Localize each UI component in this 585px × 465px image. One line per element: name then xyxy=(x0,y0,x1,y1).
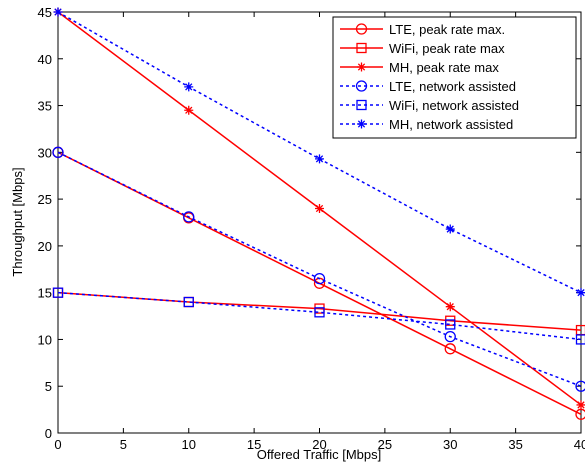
y-tick-label: 30 xyxy=(38,145,52,160)
x-tick-label: 30 xyxy=(443,437,457,452)
data-point xyxy=(315,203,324,213)
axis-ticks: 0 5 10 15 20 25 30 35 40 0 5 10 15 20 25 30 35 40 45 xyxy=(38,5,585,452)
y-tick-label: 15 xyxy=(38,286,52,301)
x-tick-label: 5 xyxy=(120,437,127,452)
legend-label: LTE, peak rate max. xyxy=(389,22,505,37)
x-tick-label: 35 xyxy=(508,437,522,452)
y-tick-label: 20 xyxy=(38,239,52,254)
data-point xyxy=(444,330,456,343)
data-point xyxy=(315,154,324,164)
y-tick-label: 45 xyxy=(38,5,52,20)
data-point xyxy=(313,272,326,285)
legend-entry: LTE, network assisted xyxy=(340,79,516,94)
data-point xyxy=(445,319,456,330)
legend-label: MH, network assisted xyxy=(389,117,513,132)
legend: LTE, peak rate max. WiFi, peak rate max MH… xyxy=(332,16,577,139)
series-5 xyxy=(52,287,585,345)
x-tick-label: 10 xyxy=(182,437,196,452)
y-tick-label: 10 xyxy=(38,332,52,347)
y-axis-label: Throughput [Mbps] xyxy=(10,167,25,276)
y-tick-label: 25 xyxy=(38,192,52,207)
x-axis-label: Offered Traffic [Mbps] xyxy=(257,447,382,462)
legend-entry: WiFi, network assisted xyxy=(340,98,519,113)
data-point xyxy=(444,343,456,355)
legend-marker xyxy=(357,119,366,129)
data-point xyxy=(53,7,63,17)
y-tick-label: 0 xyxy=(45,426,52,441)
data-point xyxy=(184,82,194,92)
data-point xyxy=(52,146,64,158)
legend-box xyxy=(332,16,577,139)
legend-entry: WiFi, peak rate max xyxy=(340,41,505,56)
legend-marker xyxy=(356,42,367,54)
legend-marker xyxy=(355,23,368,35)
data-point xyxy=(183,211,195,223)
legend-marker xyxy=(356,99,367,111)
series-6 xyxy=(53,7,585,298)
x-tick-label: 15 xyxy=(247,437,261,452)
data-point xyxy=(52,287,64,298)
legend-entry: MH, network assisted xyxy=(340,117,513,132)
legend-label: MH, peak rate max xyxy=(389,60,499,75)
legend-label: WiFi, peak rate max xyxy=(389,41,505,56)
x-tick-label: 0 xyxy=(54,437,61,452)
x-tick-label: 40 xyxy=(574,437,585,452)
legend-entry: MH, peak rate max xyxy=(340,60,499,75)
legend-marker xyxy=(357,62,366,72)
x-tick-label: 20 xyxy=(312,437,326,452)
series-line xyxy=(57,151,582,387)
data-point xyxy=(184,105,194,115)
data-point xyxy=(314,307,325,318)
series-line xyxy=(57,291,582,331)
legend-label: LTE, network assisted xyxy=(389,79,516,94)
data-point xyxy=(183,296,194,308)
x-tick-label: 25 xyxy=(378,437,392,452)
y-tick-label: 5 xyxy=(45,379,52,394)
legend-entry: LTE, peak rate max. xyxy=(340,22,505,37)
data-point xyxy=(576,400,585,410)
data-point xyxy=(575,334,585,345)
y-tick-label: 40 xyxy=(38,52,52,67)
data-point xyxy=(445,224,455,234)
y-tick-label: 35 xyxy=(38,99,52,114)
series-4 xyxy=(52,146,585,392)
data-point xyxy=(445,302,455,312)
legend-marker xyxy=(355,80,368,92)
data-point xyxy=(575,380,585,392)
legend-label: WiFi, network assisted xyxy=(389,98,519,113)
data-point xyxy=(576,288,585,298)
series-layer xyxy=(52,7,585,420)
